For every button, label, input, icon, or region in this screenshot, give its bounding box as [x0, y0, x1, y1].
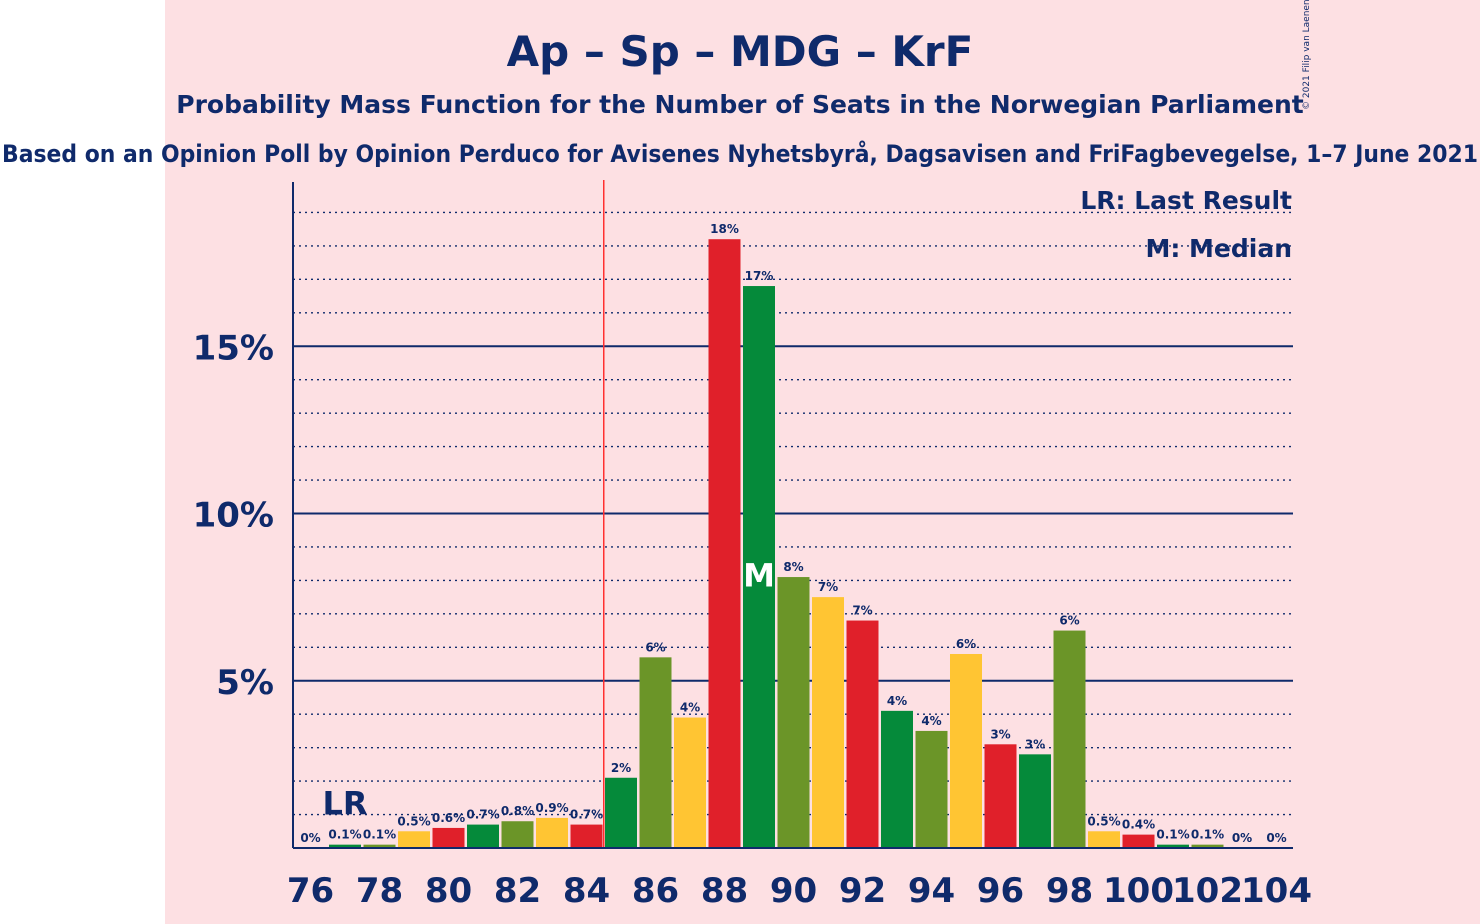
bar-value-labels: 0% 0.1% 0.1%0.5% 0.6% 0.7% 0.8% 0.9% 0.7%2%6%4%… [300, 222, 1286, 845]
x-tick-86: 86 [632, 871, 679, 911]
bar-label-89: 17% [745, 269, 774, 283]
bar-label-82: 0.8% [501, 804, 534, 818]
bar-90 [777, 577, 810, 848]
bar-label-95: 6% [956, 637, 976, 651]
bar-92 [846, 620, 879, 848]
bar-label-96: 3% [990, 727, 1010, 741]
y-tick-5: 5% [216, 663, 274, 703]
bar-83 [536, 817, 568, 848]
bar-89 [743, 286, 775, 848]
bar-98 [1053, 630, 1086, 848]
bar-label-81: 0.7% [466, 808, 499, 822]
bar-101 [1157, 844, 1189, 848]
x-tick-102: 102 [1172, 871, 1243, 911]
bar-label-104: 0% [1266, 831, 1286, 845]
bar-label-85: 2% [611, 761, 631, 775]
bar-95 [950, 653, 982, 848]
bar-88 [708, 239, 741, 848]
bar-93 [881, 710, 913, 848]
bar-label-99: 0.5% [1087, 814, 1120, 828]
bar-78 [363, 844, 396, 848]
chart-subtitle: Probability Mass Function for the Number… [176, 90, 1304, 119]
x-tick-94: 94 [908, 871, 955, 911]
markers: LR M [322, 556, 774, 822]
bar-label-92: 7% [852, 604, 872, 618]
copyright-notice: © 2021 Filip van Laenen [1302, 0, 1312, 110]
bar-91 [812, 597, 844, 848]
median-marker: M [743, 556, 775, 594]
bar-label-101: 0.1% [1156, 828, 1189, 842]
bar-label-91: 7% [818, 580, 838, 594]
bar-94 [915, 730, 948, 848]
bar-102 [1191, 844, 1224, 848]
bar-82 [501, 821, 534, 848]
y-tick-10: 10% [193, 496, 274, 536]
bar-label-103: 0% [1232, 831, 1252, 845]
bars [329, 239, 1224, 848]
bar-label-97: 3% [1025, 737, 1045, 751]
bar-label-77: 0.1% [328, 828, 361, 842]
x-tick-96: 96 [977, 871, 1024, 911]
chart-title: Ap – Sp – MDG – KrF [507, 27, 974, 76]
x-tick-88: 88 [701, 871, 748, 911]
x-tick-80: 80 [425, 871, 472, 911]
bar-label-102: 0.1% [1191, 828, 1224, 842]
bar-84 [570, 824, 603, 848]
bar-label-90: 8% [783, 560, 803, 574]
bar-label-94: 4% [921, 714, 941, 728]
bar-79 [398, 831, 430, 848]
bar-86 [639, 657, 672, 848]
y-axis-ticks: 5% 10% 15% [193, 328, 274, 703]
chart-subtitle-poll: Based on an Opinion Poll by Opinion Perd… [2, 139, 1478, 168]
legend-median: M: Median [1145, 234, 1292, 263]
x-tick-84: 84 [563, 871, 610, 911]
bar-77 [329, 844, 361, 848]
bar-87 [674, 717, 706, 848]
bar-99 [1088, 831, 1120, 848]
x-tick-76: 76 [287, 871, 334, 911]
x-tick-78: 78 [356, 871, 403, 911]
x-tick-104: 104 [1241, 871, 1312, 911]
bar-label-87: 4% [680, 701, 700, 715]
legend-last-result: LR: Last Result [1080, 186, 1292, 215]
bar-97 [1019, 754, 1051, 848]
bar-100 [1122, 834, 1155, 848]
bar-label-83: 0.9% [535, 801, 568, 815]
bar-81 [467, 824, 499, 848]
last-result-marker: LR [322, 785, 367, 823]
x-tick-82: 82 [494, 871, 541, 911]
bar-96 [984, 744, 1017, 848]
bar-label-80: 0.6% [432, 811, 465, 825]
bar-label-78: 0.1% [363, 828, 396, 842]
bar-80 [432, 827, 465, 848]
bar-label-84: 0.7% [570, 808, 603, 822]
bar-85 [605, 777, 637, 848]
bar-label-76: 0% [300, 831, 320, 845]
bar-label-79: 0.5% [397, 814, 430, 828]
bar-label-100: 0.4% [1122, 818, 1155, 832]
x-tick-92: 92 [839, 871, 886, 911]
x-tick-100: 100 [1103, 871, 1174, 911]
bar-label-88: 18% [710, 222, 739, 236]
bar-label-98: 6% [1059, 614, 1079, 628]
bar-label-86: 6% [645, 640, 665, 654]
x-tick-98: 98 [1046, 871, 1093, 911]
x-tick-90: 90 [770, 871, 817, 911]
bar-label-93: 4% [887, 694, 907, 708]
y-tick-15: 15% [193, 328, 274, 368]
